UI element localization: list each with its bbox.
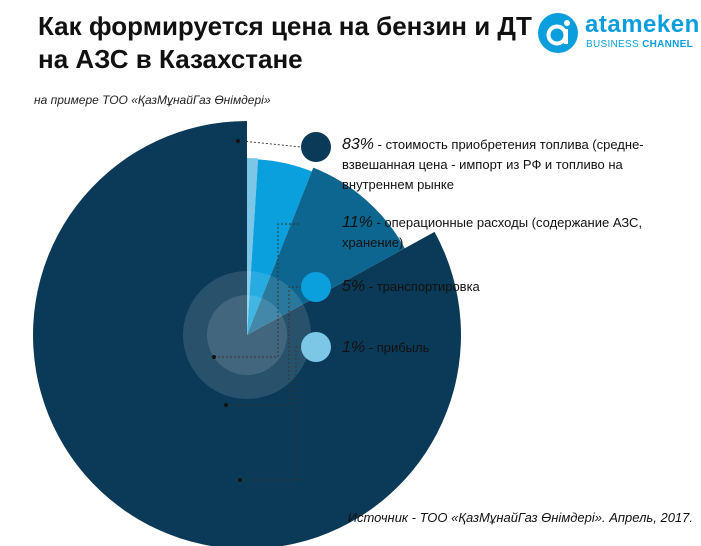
atameken-logo: atameken BUSINESS CHANNEL: [537, 11, 700, 55]
legend-desc-1-line-2: взвешанная цена - импорт из РФ и топливо…: [342, 157, 623, 172]
legend-text-1: 83% - стоимость приобретения топлива (ср…: [342, 135, 701, 195]
legend-desc-2-line-1: - операционные расходы (содержание АЗС,: [376, 215, 643, 230]
leader-lines: [212, 139, 302, 482]
legend-pct-3: 5%: [342, 278, 366, 295]
legend-desc-1-line-1: - стоимость приобретения топлива (средне…: [377, 137, 644, 152]
legend-dot-1: [301, 132, 331, 162]
pie-slice-4: [247, 158, 259, 335]
legend-desc-1-line-3: внутреннем рынке: [342, 177, 454, 192]
legend-dot-2: [301, 209, 331, 239]
logo-tagline-bold: CHANNEL: [642, 39, 694, 50]
logo-tagline: BUSINESS CHANNEL: [586, 39, 693, 50]
legend-text-4: 1% - прибыль: [342, 338, 701, 358]
leader-dot-3: [224, 403, 228, 407]
pie-slice-3: [247, 159, 312, 335]
leader-line-1: [238, 140, 302, 148]
logo-name: atameken: [585, 11, 700, 38]
leader-dot-1: [236, 139, 240, 143]
legend-dot-3: [301, 272, 331, 302]
legend-text-2: 11% - операционные расходы (содержание А…: [342, 213, 701, 253]
pie-slices: [33, 121, 461, 546]
chart-title: Как формируется цена на бензин и ДТ на А…: [38, 10, 538, 76]
center-highlight: [183, 271, 311, 399]
atameken-logo-icon: [538, 13, 578, 53]
legend-pct-1: 83%: [342, 136, 375, 153]
chart-title-line-2: на АЗС в Казахстане: [38, 44, 303, 74]
legend-desc-3: - транспортировка: [368, 279, 480, 294]
leader-line-4: [240, 346, 301, 481]
chart-title-line-1: Как формируется цена на бензин и ДТ: [38, 11, 532, 41]
legend-dot-4: [301, 332, 331, 362]
leader-dot-4: [238, 478, 242, 482]
leader-line-2: [214, 223, 301, 358]
leader-line-3: [226, 286, 301, 406]
legend-desc-4: - прибыль: [368, 340, 430, 355]
leader-dot-2: [212, 355, 216, 359]
legend-pct-2: 11%: [342, 214, 373, 231]
legend-pct-4: 1%: [342, 339, 366, 356]
logo-tagline-regular: BUSINESS: [586, 39, 639, 50]
legend-text-3: 5% - транспортировка: [342, 277, 701, 297]
source-note: Источник - ТОО «ҚазМұнайГаз Өнімдері». А…: [347, 510, 693, 525]
pie-slice-2: [247, 167, 405, 335]
pie-slice-1: [33, 121, 461, 546]
legend-desc-2-line-2: хранение): [342, 235, 404, 250]
chart-subtitle: на примере ТОО «ҚазМұнайГаз Өнімдері»: [34, 93, 271, 107]
